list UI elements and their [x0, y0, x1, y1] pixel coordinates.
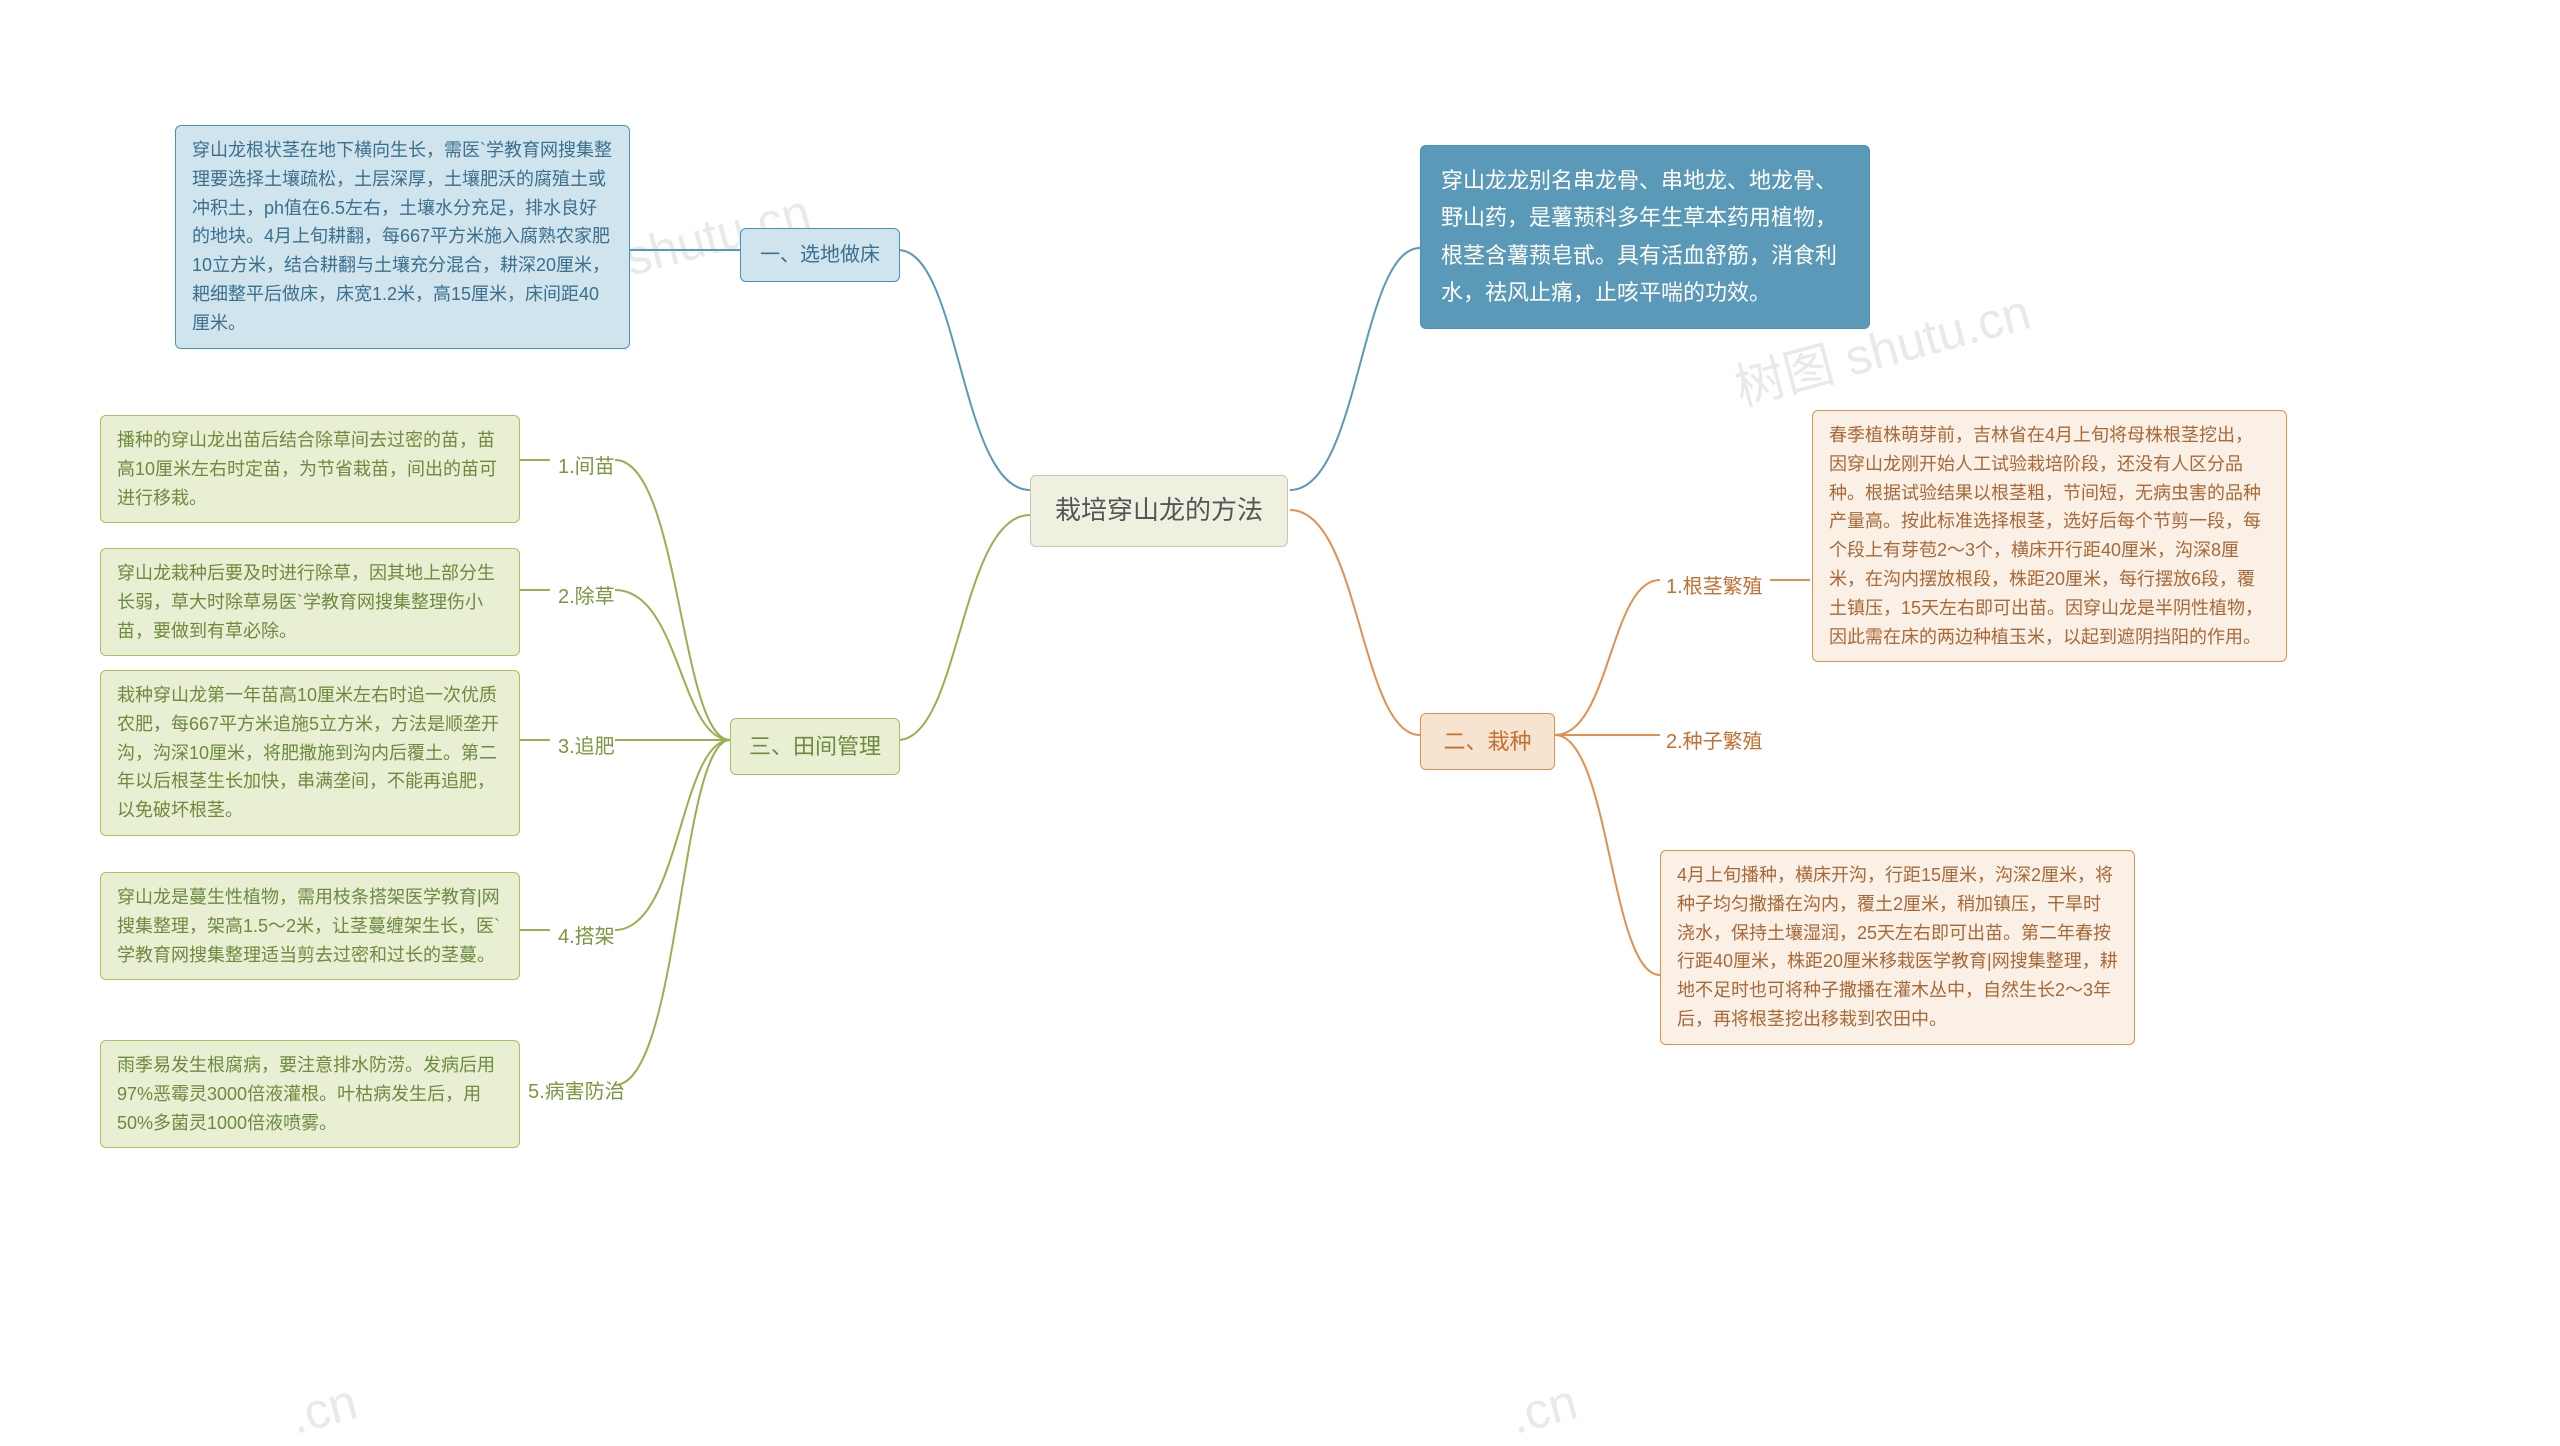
branch3-item5-text: 雨季易发生根腐病，要注意排水防涝。发病后用97%恶霉灵3000倍液灌根。叶枯病发… — [100, 1040, 520, 1148]
right-intro-node: 穿山龙龙别名串龙骨、串地龙、地龙骨、野山药，是薯蓣科多年生草本药用植物，根茎含薯… — [1420, 145, 1870, 329]
branch2-sub1-text: 春季植株萌芽前，吉林省在4月上旬将母株根茎挖出，因穿山龙刚开始人工试验栽培阶段，… — [1812, 410, 2287, 662]
center-node: 栽培穿山龙的方法 — [1030, 475, 1288, 547]
branch3-item4-label: 4.搭架 — [552, 918, 621, 951]
branch2-title: 二、栽种 — [1443, 729, 1531, 754]
branch3-item3-label: 3.追肥 — [552, 728, 621, 761]
branch2-sub2-text: 4月上旬播种，横床开沟，行距15厘米，沟深2厘米，将种子均匀撒播在沟内，覆土2厘… — [1660, 850, 2135, 1045]
branch3-title-node: 三、田间管理 — [730, 718, 900, 775]
branch3-item4-text-span: 穿山龙是蔓生性植物，需用枝条搭架医学教育|网搜集整理，架高1.5～2米，让茎蔓缠… — [117, 887, 500, 965]
center-title: 栽培穿山龙的方法 — [1055, 495, 1263, 525]
branch2-title-node: 二、栽种 — [1420, 713, 1555, 770]
branch2-sub2-text-span: 4月上旬播种，横床开沟，行距15厘米，沟深2厘米，将种子均匀撒播在沟内，覆土2厘… — [1677, 865, 2118, 1029]
branch3-item5-text-span: 雨季易发生根腐病，要注意排水防涝。发病后用97%恶霉灵3000倍液灌根。叶枯病发… — [117, 1055, 495, 1133]
branch3-item5-label: 5.病害防治 — [522, 1073, 631, 1106]
branch1-title: 一、选地做床 — [760, 244, 880, 266]
branch3-item1-label: 1.间苗 — [552, 448, 621, 481]
branch3-item1-text: 播种的穿山龙出苗后结合除草间去过密的苗，苗高10厘米左右时定苗，为节省栽苗，间出… — [100, 415, 520, 523]
branch3-item2-text: 穿山龙栽种后要及时进行除草，因其地上部分生长弱，草大时除草易医`学教育网搜集整理… — [100, 548, 520, 656]
branch2-sub1-label: 1.根茎繁殖 — [1660, 568, 1769, 601]
branch3-item3-text: 栽种穿山龙第一年苗高10厘米左右时追一次优质农肥，每667平方米追施5立方米，方… — [100, 670, 520, 836]
branch1-detail: 穿山龙根状茎在地下横向生长，需医`学教育网搜集整理要选择土壤疏松，土层深厚，土壤… — [192, 140, 612, 333]
branch2-sub1-text-span: 春季植株萌芽前，吉林省在4月上旬将母株根茎挖出，因穿山龙刚开始人工试验栽培阶段，… — [1829, 425, 2263, 647]
branch2-sub2-label: 2.种子繁殖 — [1660, 723, 1769, 756]
branch3-item1-text-span: 播种的穿山龙出苗后结合除草间去过密的苗，苗高10厘米左右时定苗，为节省栽苗，间出… — [117, 430, 497, 508]
branch1-title-node: 一、选地做床 — [740, 228, 900, 282]
branch1-detail-node: 穿山龙根状茎在地下横向生长，需医`学教育网搜集整理要选择土壤疏松，土层深厚，土壤… — [175, 125, 630, 349]
right-intro: 穿山龙龙别名串龙骨、串地龙、地龙骨、野山药，是薯蓣科多年生草本药用植物，根茎含薯… — [1441, 168, 1837, 305]
branch3-item4-text: 穿山龙是蔓生性植物，需用枝条搭架医学教育|网搜集整理，架高1.5～2米，让茎蔓缠… — [100, 872, 520, 980]
branch3-item2-label: 2.除草 — [552, 578, 621, 611]
branch3-item2-text-span: 穿山龙栽种后要及时进行除草，因其地上部分生长弱，草大时除草易医`学教育网搜集整理… — [117, 563, 495, 641]
branch3-title: 三、田间管理 — [749, 734, 881, 759]
watermark: .cn — [284, 1372, 363, 1445]
branch3-item3-text-span: 栽种穿山龙第一年苗高10厘米左右时追一次优质农肥，每667平方米追施5立方米，方… — [117, 685, 499, 820]
watermark: .cn — [1504, 1372, 1583, 1445]
